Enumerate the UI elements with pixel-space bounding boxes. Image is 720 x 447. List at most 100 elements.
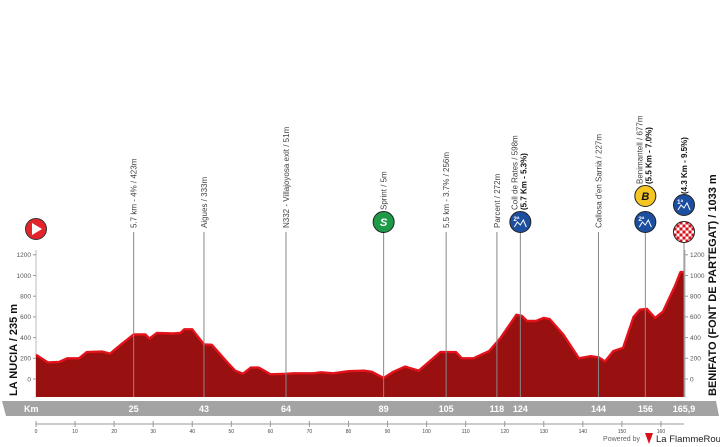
- km-bar-label: Km: [24, 404, 39, 414]
- y-tick-label: 1200: [17, 252, 32, 259]
- x-tick-label: 0: [35, 429, 38, 435]
- checker-square: [682, 236, 686, 240]
- km-marker-label: 64: [281, 404, 291, 414]
- x-tick-label: 120: [501, 429, 510, 435]
- climb-category-text: 2ª: [638, 216, 645, 223]
- elevation-profile-area: [36, 272, 685, 397]
- checker-square: [673, 227, 677, 231]
- checker-square: [682, 224, 686, 228]
- marker-label: 5.7 km - 4% / 423m: [130, 158, 139, 228]
- checker-square: [688, 230, 692, 234]
- y-tick-label: 600: [20, 314, 31, 321]
- profile-point: Aigues / 333m: [200, 177, 209, 397]
- marker-label: Parcent / 272m: [493, 173, 502, 228]
- y-tick-label: 1200: [690, 252, 705, 259]
- climb-detail-label: (4.3 Km - 9.5%): [680, 137, 689, 194]
- x-tick-label: 150: [618, 429, 627, 435]
- sprint-icon-text: S: [380, 217, 388, 229]
- x-tick-label: 30: [150, 429, 156, 435]
- mountain-icon: [677, 201, 691, 211]
- climb-category-2-icon: 2ª: [509, 211, 532, 233]
- checker-square: [673, 233, 677, 237]
- marker-label: Sprint / 5m: [380, 171, 389, 210]
- checker-square: [679, 221, 683, 225]
- climb-category-1-icon-circle: [673, 194, 696, 216]
- checker-square: [691, 239, 695, 243]
- powered-by-text: Powered by: [603, 436, 640, 443]
- x-tick-label: 50: [229, 429, 235, 435]
- km-marker-label: 43: [199, 404, 209, 414]
- checker-square: [679, 233, 683, 237]
- x-axis: 0 10 20 30 40 50 60 70 80 90 100 110 120 130 140 150 160: [35, 421, 685, 435]
- climb-detail-label: (5.7 Km - 5.3%): [519, 153, 528, 210]
- checker-square: [685, 233, 689, 237]
- x-tick-label: 10: [72, 429, 78, 435]
- checker-square: [676, 224, 680, 228]
- brand-name: La FlammeRouge: [656, 434, 720, 445]
- checker-square: [673, 221, 677, 225]
- profile-point: Sprint / 5m: [380, 171, 389, 397]
- km-marker-label: 105: [439, 404, 454, 414]
- marker-label: Coll de Rates / 598m: [510, 135, 519, 210]
- km-marker-label: 144: [591, 404, 606, 414]
- km-marker-label: 124: [513, 404, 528, 414]
- climb-category-2-icon: 2ª: [634, 211, 657, 233]
- checker-square: [688, 236, 692, 240]
- checker-square: [682, 230, 686, 234]
- climb-category-text: 1ª: [677, 199, 684, 206]
- km-marker-label: 89: [379, 404, 389, 414]
- y-axis-right: 0 200 400 600 800 1000 1200: [684, 250, 705, 397]
- y-tick-label: 200: [20, 356, 31, 363]
- profile-point: Benimantell / 677m (5.5 Km - 7.0%): [635, 115, 653, 397]
- sprint-icon-circle: [372, 211, 395, 233]
- climb-detail-label: (5.5 Km - 7.0%): [644, 127, 653, 184]
- x-tick-label: 110: [462, 429, 470, 435]
- checker-square: [673, 239, 677, 243]
- y-tick-label: 400: [690, 335, 701, 342]
- y-tick-label: 800: [690, 294, 701, 301]
- x-tick-label: 40: [189, 429, 195, 435]
- y-tick-label: 0: [690, 376, 694, 383]
- profile-point: 5.5 km - 3.7% / 256m: [442, 152, 451, 397]
- profile-point: Coll de Rates / 598m (5.7 Km - 5.3%): [510, 135, 528, 397]
- checker-square: [691, 233, 695, 237]
- climb-category-text: 2ª: [513, 216, 520, 223]
- mountain-icon: [638, 218, 652, 228]
- x-tick-label: 60: [268, 429, 274, 435]
- profile-point: (4.3 Km - 9.5%): [680, 137, 689, 397]
- marker-label: N332 - Villajoyosa exit / 51m: [282, 126, 291, 228]
- bonus-icon-text: B: [641, 191, 649, 203]
- y-tick-label: 1000: [17, 273, 32, 280]
- brand-logo-icon: [645, 433, 653, 444]
- y-tick-label: 600: [690, 314, 701, 321]
- sprint-icon: S: [372, 211, 395, 233]
- checker-square: [676, 236, 680, 240]
- x-tick-label: 90: [385, 429, 391, 435]
- climb-category-2-icon-circle: [509, 211, 532, 233]
- climb-category-2-icon-circle: [634, 211, 657, 233]
- km-marker-label: 156: [638, 404, 653, 414]
- checker-square: [691, 221, 695, 225]
- checker-square: [679, 227, 683, 231]
- x-tick-label: 20: [111, 429, 117, 435]
- km-marker-label: 118: [490, 404, 505, 414]
- profile-point: Callosa d'en Sarrià / 227m: [594, 134, 603, 397]
- checker-square: [685, 227, 689, 231]
- play-icon: [32, 223, 42, 235]
- profile-point: N332 - Villajoyosa exit / 51m: [282, 126, 291, 397]
- y-tick-label: 400: [20, 335, 31, 342]
- km-marker-label: 165,9: [673, 404, 696, 414]
- km-marker-label: 25: [129, 404, 139, 414]
- y-tick-label: 200: [690, 356, 701, 363]
- marker-label: Callosa d'en Sarrià / 227m: [594, 134, 603, 228]
- checker-square: [688, 224, 692, 228]
- profile-point: 5.7 km - 4% / 423m: [130, 158, 139, 397]
- x-tick-label: 140: [579, 429, 588, 435]
- x-tick-label: 70: [307, 429, 313, 435]
- checker-square: [685, 221, 689, 225]
- finish-border: [673, 221, 696, 243]
- checker-square: [679, 239, 683, 243]
- finish-icon: [673, 221, 696, 243]
- x-tick-label: 160: [657, 429, 666, 435]
